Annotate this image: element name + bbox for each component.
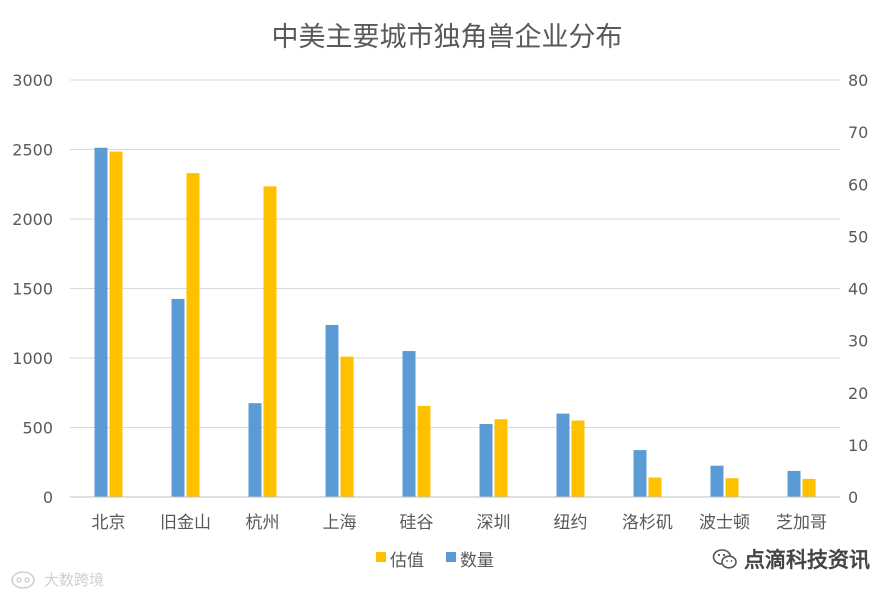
y-left-tick-label: 3000 — [12, 71, 53, 90]
x-tick-label: 北京 — [92, 513, 126, 533]
y-left-tick-label: 1500 — [12, 280, 53, 299]
bar-valuation — [340, 356, 354, 497]
bar-valuation — [109, 151, 123, 497]
bar-valuation — [802, 478, 816, 497]
x-tick-label: 上海 — [323, 513, 357, 533]
x-tick-label: 旧金山 — [160, 513, 211, 533]
bar-count — [710, 465, 724, 497]
y-left-tick-label: 2500 — [12, 141, 53, 160]
x-tick-label: 芝加哥 — [776, 513, 827, 533]
corner-watermark: 大数跨境 — [10, 569, 104, 590]
x-tick-label: 洛杉矶 — [622, 513, 673, 533]
bar-count — [171, 298, 185, 497]
bar-count — [556, 413, 570, 497]
bar-count — [94, 147, 108, 497]
legend-label: 数量 — [460, 551, 494, 571]
chart-title: 中美主要城市独角兽企业分布 — [272, 22, 623, 53]
bar-valuation — [417, 405, 431, 497]
y-right-tick-label: 60 — [848, 175, 868, 194]
y-right-tick-label: 20 — [848, 384, 868, 403]
y-right-tick-label: 30 — [848, 332, 868, 351]
y-right-tick-label: 80 — [848, 71, 868, 90]
x-tick-label: 波士顿 — [699, 513, 750, 533]
bar-count — [479, 424, 493, 497]
bar-valuation — [494, 419, 508, 497]
bar-valuation — [648, 477, 662, 497]
y-right-tick-label: 50 — [848, 227, 868, 246]
y-right-tick-label: 70 — [848, 123, 868, 142]
y-left-tick-label: 1000 — [12, 349, 53, 368]
y-left-tick-label: 500 — [22, 419, 53, 438]
bar-count — [633, 450, 647, 497]
x-tick-label: 硅谷 — [400, 513, 434, 533]
y-left-tick-label: 0 — [43, 488, 53, 507]
y-right-tick-label: 0 — [848, 488, 858, 507]
bar-valuation — [186, 173, 200, 497]
x-tick-label: 深圳 — [477, 513, 511, 533]
bar-valuation — [725, 478, 739, 497]
bar-count — [787, 470, 801, 497]
corner-watermark-text: 大数跨境 — [44, 571, 105, 589]
bar-valuation — [263, 186, 277, 497]
legend-label: 估值 — [390, 551, 424, 571]
bar-valuation — [571, 420, 585, 497]
brand-watermark: 点滴科技资讯 — [712, 544, 870, 574]
y-right-tick-label: 40 — [848, 280, 868, 299]
x-tick-label: 纽约 — [554, 513, 588, 533]
y-left-tick-label: 2000 — [12, 210, 53, 229]
bar-count — [248, 403, 262, 497]
y-right-tick-label: 10 — [848, 436, 868, 455]
x-tick-label: 杭州 — [246, 513, 280, 533]
bar-count — [325, 324, 339, 497]
bar-count — [402, 351, 416, 497]
corner-logo-icon — [11, 570, 35, 589]
brand-watermark-text: 点滴科技资讯 — [744, 548, 870, 572]
legend-swatch — [376, 552, 386, 562]
legend-swatch — [446, 552, 456, 562]
wechat-icon — [712, 549, 737, 569]
